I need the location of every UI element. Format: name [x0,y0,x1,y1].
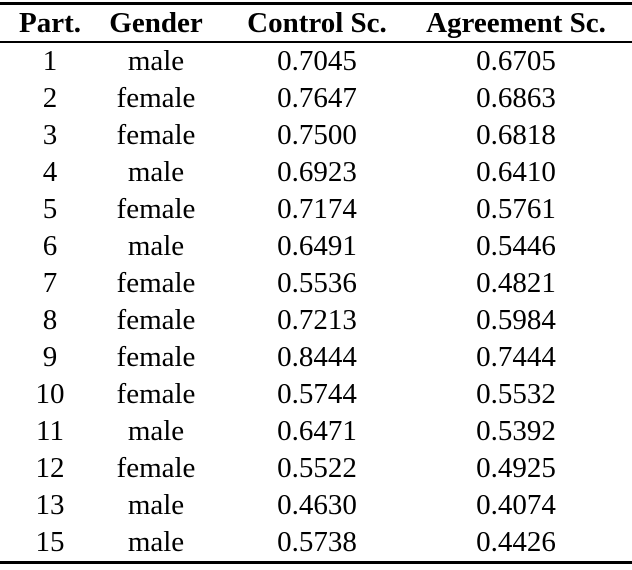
table-cell: female [116,452,196,484]
table-cell: 0.5984 [476,304,556,336]
table-cell: 2 [42,82,58,114]
column-header: Part. [19,7,81,39]
table-cell: 0.8444 [277,341,357,373]
table-cell: 0.6863 [476,82,556,114]
table-cell: 0.7174 [277,193,357,225]
table-cell: male [127,489,185,521]
table-row: 2 female 0.7647 0.6863 [0,80,632,117]
column-header: Gender [109,7,203,39]
table-cell: female [116,119,196,151]
table-cell: female [116,341,196,373]
table-cell: 11 [36,415,64,447]
table-cell: 4 [42,156,58,188]
table-cell: 0.5532 [476,378,556,410]
table-cell: 0.5522 [277,452,357,484]
table-row: 12 female 0.5522 0.4925 [0,450,632,487]
table-cell: 12 [35,452,65,484]
table-cell: female [116,267,196,299]
table-cell: 0.6410 [476,156,556,188]
table-row: 9 female 0.8444 0.7444 [0,339,632,376]
table-cell: female [116,304,196,336]
column-header: Control Sc. [247,7,387,39]
table-cell: 0.6491 [277,230,357,262]
table-row: 4 male 0.6923 0.6410 [0,154,632,191]
table-row: 11 male 0.6471 0.5392 [0,413,632,450]
table-cell: 0.4821 [476,267,556,299]
table-row: 1 male 0.7045 0.6705 [0,42,632,80]
table-cell: 0.5761 [476,193,556,225]
table-cell: 0.7444 [476,341,556,373]
table-row: 5 female 0.7174 0.5761 [0,191,632,228]
table-cell: male [127,156,185,188]
table-cell: 0.4630 [277,489,357,521]
table-cell: 3 [42,119,58,151]
table-cell: 6 [42,230,58,262]
table-cell: 0.4074 [476,489,556,521]
table-cell: 0.6818 [476,119,556,151]
table-cell: male [127,415,185,447]
table-cell: 0.6923 [277,156,357,188]
column-header: Agreement Sc. [426,7,606,39]
table-cell: 5 [42,193,58,225]
table-cell: 0.6471 [277,415,357,447]
header-row: Part. Gender Control Sc. Agreement Sc. [0,3,632,42]
table-cell: 1 [42,45,58,77]
table-cell: 0.5744 [277,378,357,410]
table-cell: 0.7045 [277,45,357,77]
table-cell: 0.7647 [277,82,357,114]
table-cell: 0.4426 [476,526,556,558]
table-cell: 0.7500 [277,119,357,151]
table-cell: 15 [35,526,65,558]
table-cell: 10 [35,378,65,410]
table-cell: 8 [42,304,58,336]
table-cell: 0.4925 [476,452,556,484]
table-cell: 0.5446 [476,230,556,262]
table-cell: female [116,193,196,225]
table-cell: female [116,378,196,410]
table-cell: female [116,82,196,114]
table-cell: 0.7213 [277,304,357,336]
table-cell: male [127,526,185,558]
table-row: 10 female 0.5744 0.5532 [0,376,632,413]
table-header: Part. Gender Control Sc. Agreement Sc. [0,3,632,42]
table-row: 3 female 0.7500 0.6818 [0,117,632,154]
table-cell: 7 [42,267,58,299]
table-cell: 0.5738 [277,526,357,558]
table-body: 1 male 0.7045 0.6705 2 female 0.7647 0.6863 3 fem… [0,42,632,563]
table-row: 6 male 0.6491 0.5446 [0,228,632,265]
table-cell: male [127,230,185,262]
table-cell: male [127,45,185,77]
table-cell: 0.5392 [476,415,556,447]
table-row: 13 male 0.4630 0.4074 [0,487,632,524]
table-cell: 9 [42,341,58,373]
table-row: 7 female 0.5536 0.4821 [0,265,632,302]
table-row: 8 female 0.7213 0.5984 [0,302,632,339]
table-row: 15 male 0.5738 0.4426 [0,524,632,563]
table-cell: 0.5536 [277,267,357,299]
table-cell: 13 [35,489,65,521]
table-cell: 0.6705 [476,45,556,77]
